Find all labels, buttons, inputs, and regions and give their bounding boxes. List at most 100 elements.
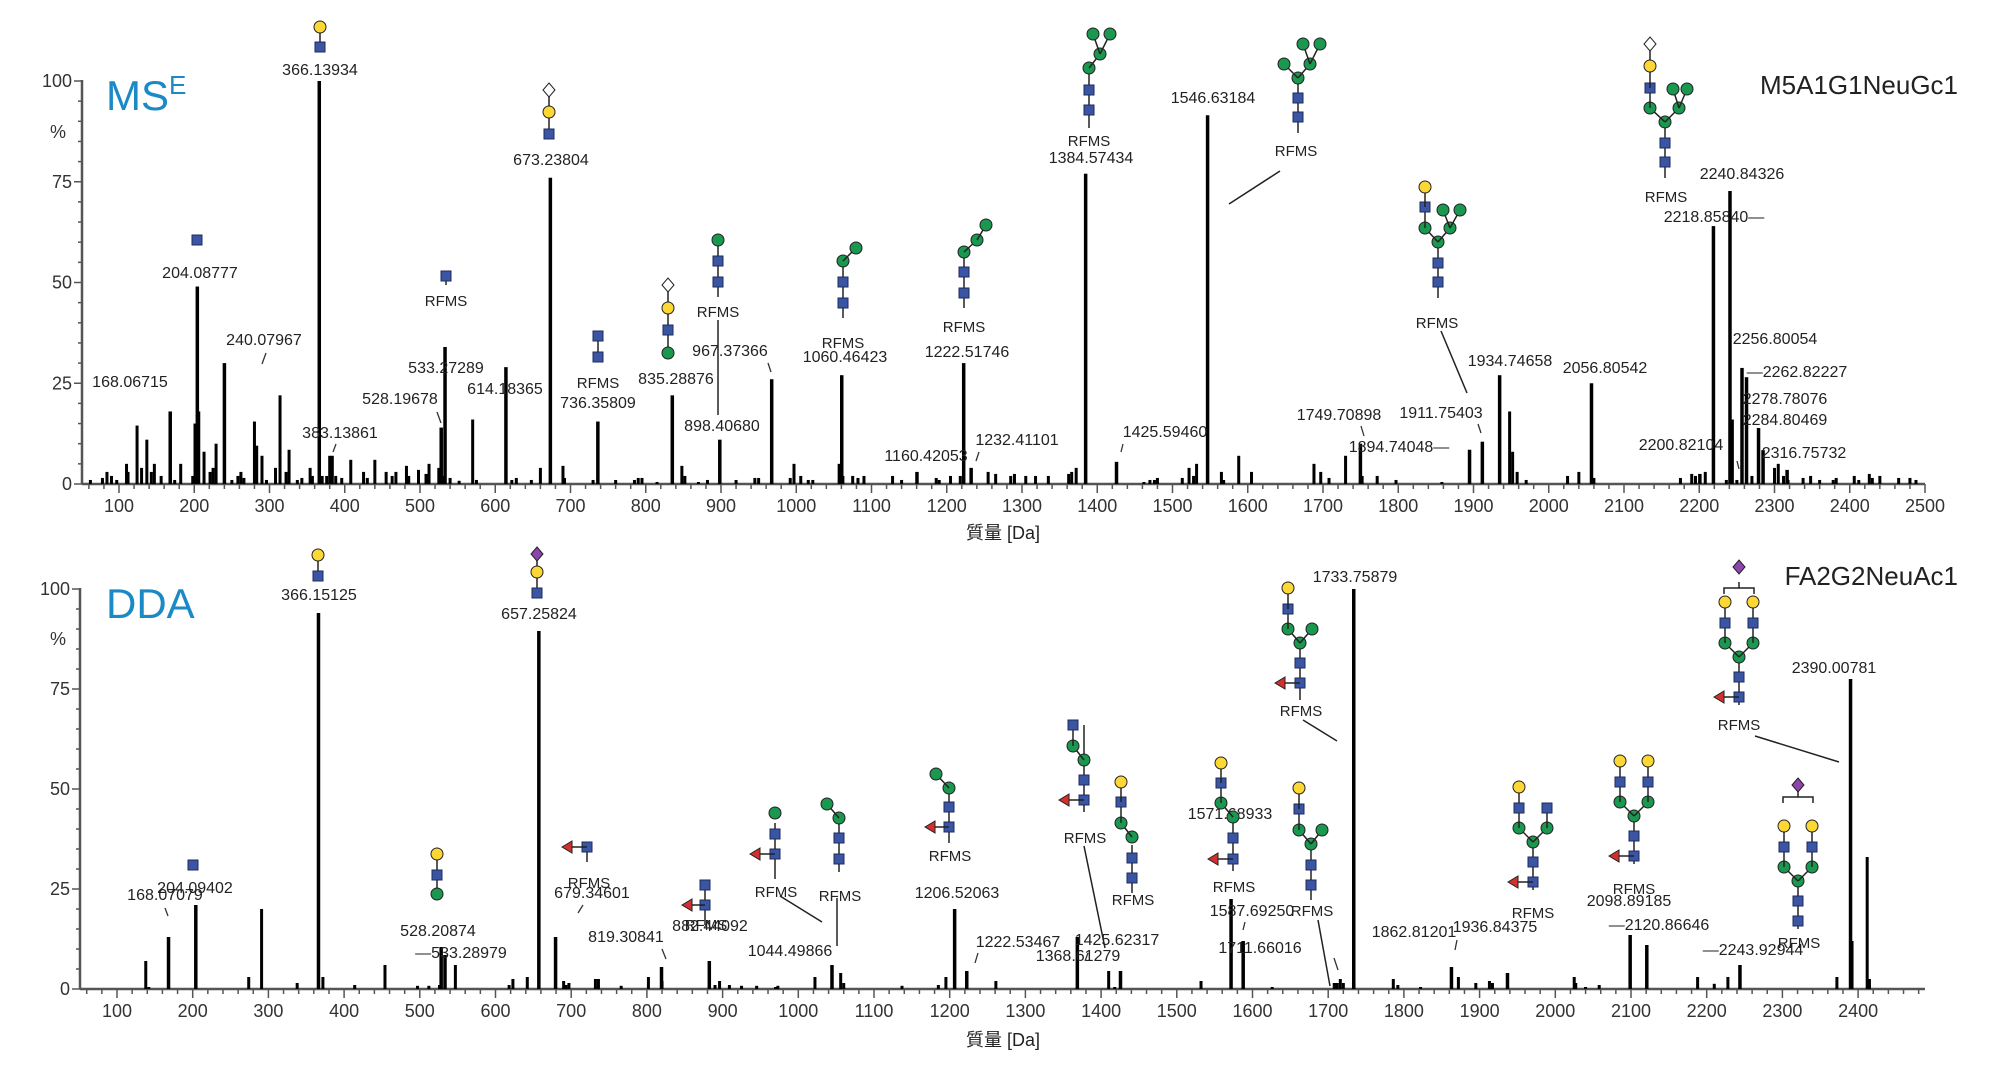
peak-mass-label: 168.07079 xyxy=(127,887,203,904)
glycan-rfms-hexnac2-fuc-man: RFMS xyxy=(749,806,823,923)
hexnac-square-icon xyxy=(1642,776,1654,788)
minor-peak-bar xyxy=(1490,983,1494,989)
minor-peak-bar xyxy=(1142,481,1146,484)
glycan-title: FA2G2NeuAc1 xyxy=(1785,561,1958,591)
labeled-peak-bar xyxy=(718,439,722,484)
hexnac-square-icon xyxy=(1083,84,1095,96)
minor-peak-bar xyxy=(1009,475,1013,484)
minor-peak-bar xyxy=(1250,471,1254,484)
minor-peak-bar xyxy=(1319,471,1323,484)
mse-spectrum-panel: MSE M5A1G1NeuGc1 質量 [Da] % 100 200 300 400 5… xyxy=(42,20,1958,543)
minor-peak-bar xyxy=(365,477,369,484)
hexnac-square-icon xyxy=(943,801,955,813)
y-tick-label: 100 xyxy=(40,579,70,599)
minor-peak-bar xyxy=(636,477,640,484)
x-tick-label: 2000 xyxy=(1529,496,1569,516)
minor-peak-bar xyxy=(937,479,941,484)
rfms-tag-label: RFMS xyxy=(822,335,865,352)
x-tick-label: 200 xyxy=(179,496,209,516)
minor-peak-bar xyxy=(1155,477,1159,484)
minor-peak-bar xyxy=(740,985,744,989)
peak-mass-label: 2240.84326 xyxy=(1700,166,1785,183)
glycan-hexnac-hex xyxy=(311,548,325,582)
mannose-circle-icon xyxy=(1453,203,1467,217)
hexnac-square-icon xyxy=(712,276,724,288)
hexnac-square-icon xyxy=(1305,879,1317,891)
minor-peak-bar xyxy=(958,475,962,484)
peak-mass-label: 614.18365 xyxy=(467,381,543,398)
minor-peak-bar xyxy=(507,985,511,989)
hexnac-square-icon xyxy=(833,853,845,865)
minor-peak-bar xyxy=(145,439,149,484)
hexnac-square-icon xyxy=(1792,915,1804,927)
galactose-circle-icon xyxy=(1281,581,1295,595)
peak-mass-label: 1749.70898 xyxy=(1297,407,1382,424)
x-tick-label: 400 xyxy=(330,496,360,516)
minor-peak-bar xyxy=(727,985,731,989)
peak-mass-label: 366.13934 xyxy=(282,62,358,79)
hexnac-square-icon xyxy=(187,859,199,871)
labeled-peak-bar xyxy=(952,909,957,989)
glycan-bond-line xyxy=(1302,719,1338,742)
peak-mass-label: 657.25824 xyxy=(501,606,577,623)
peak-mass-label: —2262.82227 xyxy=(1747,364,1848,381)
label-leader-line xyxy=(261,352,267,365)
peak-mass-label: 2316.75732 xyxy=(1762,445,1847,462)
glycan-rfms-hexnac-man2-hexnac: RFMS xyxy=(1058,719,1106,949)
labeled-peak-bar xyxy=(1711,226,1716,484)
x-tick-label: 2300 xyxy=(1754,496,1794,516)
rfms-tag-label: RFMS xyxy=(1613,881,1656,898)
minor-peak-bar xyxy=(193,423,197,484)
hexnac-square-icon xyxy=(699,879,711,891)
minor-peak-bar xyxy=(236,475,240,484)
labeled-peak-bar xyxy=(1449,967,1454,989)
minor-peak-bar xyxy=(757,477,761,484)
x-tick-label: 500 xyxy=(405,1001,435,1021)
glycan-rfms-1425: RFMS xyxy=(1112,775,1154,909)
minor-peak-bar xyxy=(900,479,904,484)
x-tick-label: 600 xyxy=(480,496,510,516)
x-tick-label: 2000 xyxy=(1535,1001,1575,1021)
mannose-circle-icon xyxy=(1277,57,1291,71)
hexnac-square-icon xyxy=(531,587,543,599)
glycan-rfms-fa2g2: RFMS xyxy=(1608,754,1656,898)
x-tick-label: 300 xyxy=(253,1001,283,1021)
minor-peak-bar xyxy=(788,477,792,484)
glycan-rfms-hybrid-1934: RFMS xyxy=(1416,180,1468,394)
minor-peak-bar xyxy=(713,985,717,989)
hexnac-square-icon xyxy=(662,324,674,336)
minor-peak-bar xyxy=(1341,983,1345,989)
minor-peak-bar xyxy=(1148,479,1152,484)
minor-peak-bar xyxy=(239,471,243,484)
labeled-peak-bar xyxy=(1075,937,1080,989)
peak-mass-label: 819.30841 xyxy=(588,929,664,946)
labeled-peak-bar xyxy=(659,967,664,989)
x-tick-label: 2200 xyxy=(1687,1001,1727,1021)
minor-peak-bar xyxy=(147,987,151,989)
minor-peak-bar xyxy=(811,479,815,484)
minor-peak-bar xyxy=(1831,479,1835,484)
hexnac-square-icon xyxy=(1659,156,1671,168)
peaks xyxy=(88,81,1918,485)
minor-peak-bar xyxy=(755,985,759,989)
rfms-tag-label: RFMS xyxy=(425,293,468,310)
label-leader-line xyxy=(1084,952,1089,962)
neuac-diamond-icon xyxy=(1791,777,1805,793)
peak-mass-label: 1546.63184 xyxy=(1171,90,1256,107)
peak-mass-label: 1894.74048— xyxy=(1349,439,1450,456)
labeled-peak-bar xyxy=(195,286,200,484)
labeled-peak-bar xyxy=(330,455,334,484)
glycan-rfms-fa2g2neuac1: RFMS xyxy=(1713,559,1840,763)
labeled-peak-bar xyxy=(1744,377,1749,484)
minor-peak-bar xyxy=(334,475,338,484)
minor-peak-bar xyxy=(308,467,312,484)
peak-mass-label: 528.19678 xyxy=(362,391,438,408)
minor-peak-bar xyxy=(1192,475,1196,484)
hexnac-square-icon xyxy=(1078,774,1090,786)
x-tick-label: 1100 xyxy=(855,1001,894,1021)
glycan-neuac-gal-hexnac xyxy=(530,546,544,599)
minor-peak-bar xyxy=(986,471,990,484)
peak-mass-label: 835.28876 xyxy=(638,371,714,388)
glycan-rfms-hexnac2-man4: RFMS xyxy=(1068,27,1117,150)
glycan-rfms-hexnac2-man2: RFMS xyxy=(822,241,865,352)
